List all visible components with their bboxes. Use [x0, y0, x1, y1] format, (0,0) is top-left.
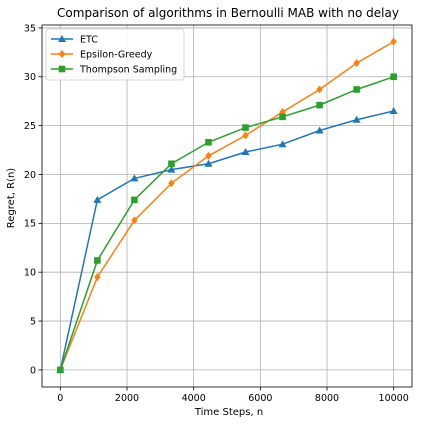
x-tick-label: 10000: [379, 393, 409, 404]
y-tick-label: 30: [24, 72, 36, 83]
data-point-epsilon-greedy: [131, 216, 138, 225]
x-tick-label: 4000: [182, 393, 206, 404]
y-tick-label: 0: [30, 365, 36, 376]
data-point-thompson-sampling: [57, 366, 64, 374]
plot-frame: [41, 24, 413, 388]
x-tick-label: 2000: [115, 393, 139, 404]
data-point-etc: [389, 106, 398, 114]
data-point-thompson-sampling: [279, 113, 286, 121]
data-point-etc: [241, 148, 250, 156]
legend-label-thompson-sampling: Thompson Sampling: [79, 64, 177, 75]
axis-ticks: 0 2000 4000 6000 8000 10000 0 5 10 15 20 25 30 35: [24, 23, 409, 404]
data-point-thompson-sampling: [131, 196, 138, 204]
y-tick-label: 15: [24, 219, 36, 230]
data-point-etc: [352, 115, 361, 123]
y-tick-label: 5: [30, 316, 36, 327]
y-axis-label: Regret, R(n): [6, 168, 17, 229]
legend-marker-epsilon-greedy: [58, 50, 66, 58]
data-point-epsilon-greedy: [242, 131, 249, 140]
data-point-thompson-sampling: [94, 257, 101, 264]
x-tick-label: 0: [57, 393, 63, 404]
data-point-etc: [315, 126, 324, 134]
data-point-etc: [278, 140, 287, 148]
legend-box: [45, 28, 185, 81]
legend-label-epsilon-greedy: Epsilon-Greedy: [80, 49, 153, 60]
x-tick-label: 6000: [248, 393, 272, 404]
grid-lines: [42, 25, 412, 387]
data-point-thompson-sampling: [316, 101, 323, 109]
data-point-thompson-sampling: [168, 160, 175, 168]
y-tick-label: 20: [24, 170, 36, 181]
data-point-etc: [93, 195, 102, 203]
data-point-thompson-sampling: [205, 138, 212, 146]
legend-marker-thompson-sampling: [58, 65, 66, 73]
data-point-epsilon-greedy: [390, 37, 397, 46]
y-tick-label: 25: [24, 121, 36, 132]
legend-marker-etc: [58, 35, 66, 42]
series-line-thompson-sampling: [59, 76, 394, 371]
data-point-etc: [167, 165, 176, 173]
data-point-epsilon-greedy: [168, 179, 175, 188]
data-point-epsilon-greedy: [94, 273, 101, 282]
y-tick-label: 10: [24, 268, 36, 279]
data-point-thompson-sampling: [353, 86, 360, 93]
data-point-thompson-sampling: [390, 73, 397, 81]
series-group: [56, 37, 398, 374]
legend-label-etc: ETC: [80, 34, 98, 45]
series-line-epsilon-greedy: [59, 40, 395, 371]
data-point-epsilon-greedy: [316, 85, 323, 94]
y-tick-label: 35: [24, 23, 36, 34]
data-point-epsilon-greedy: [205, 151, 212, 160]
x-tick-label: 8000: [315, 393, 339, 404]
series-line-etc: [59, 110, 394, 371]
data-point-epsilon-greedy: [353, 59, 360, 68]
series-thompson-sampling: [57, 73, 397, 374]
data-point-thompson-sampling: [242, 124, 249, 131]
legend: ETC Epsilon-Greedy Thompson Sampling: [45, 28, 185, 81]
data-point-etc: [204, 159, 213, 167]
data-point-etc: [130, 174, 139, 182]
chart-title: Comparison of algorithms in Bernoulli MA…: [57, 6, 399, 20]
x-axis-label: Time Steps, n: [194, 407, 263, 418]
